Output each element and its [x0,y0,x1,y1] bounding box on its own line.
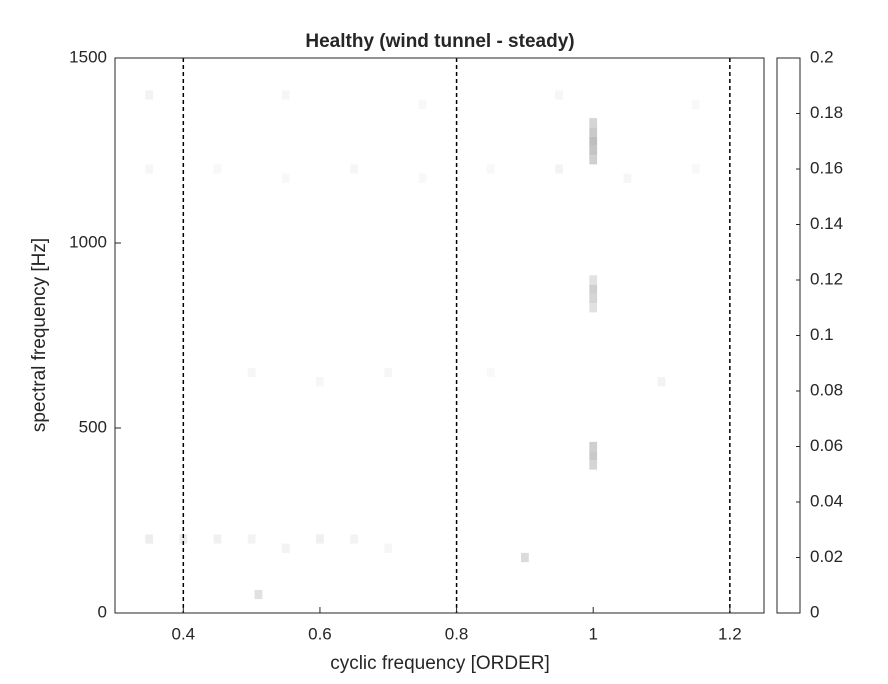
heatmap-cell [623,173,632,183]
colorbar-tick-label: 0.14 [810,214,843,233]
x-axis-label: cyclic frequency [ORDER] [330,653,550,674]
heatmap-cell [589,118,598,128]
heatmap-cell [589,136,598,146]
plot-frame [114,57,765,614]
x-tick-label: 0.6 [308,624,332,643]
heatmap-cell [316,377,324,387]
heatmap-cell [350,534,358,544]
heatmap-cell [589,275,598,285]
heatmap-cell [418,99,427,109]
heatmap-cell [213,164,222,174]
colorbar-tick-label: 0.12 [810,269,843,288]
heatmap-cell [589,293,598,304]
colorbar-tick-label: 0.2 [810,47,834,66]
heatmap-cell [589,303,598,313]
heatmap-cell [589,145,598,156]
y-axis-label: spectral frequency [Hz] [29,238,50,432]
heatmap-cell [486,367,495,378]
heatmap-cell [145,164,154,174]
y-tick-label: 1000 [69,232,107,251]
heatmap-cell [247,534,256,544]
heatmap-cell [179,534,188,544]
colorbar-tick-label: 0.06 [810,436,843,455]
heatmap-cell [555,164,563,174]
heatmap-cell [384,367,393,378]
heatmap-cell [589,284,598,294]
heatmap-cell [145,90,154,100]
heatmap-cell [589,155,598,165]
y-tick-label: 0 [98,602,107,621]
x-tick-label: 0.4 [171,624,195,643]
y-tick-label: 500 [79,417,107,436]
plot-area [115,58,764,613]
heatmap-cell [254,589,263,600]
heatmap-cell [555,90,563,100]
heatmap-cell [589,451,598,461]
x-tick-label: 0.8 [445,624,469,643]
heatmap-cell [521,552,529,563]
colorbar-tick-label: 0 [810,602,819,621]
heatmap-cell [316,534,324,544]
heatmap-cell [281,543,290,553]
x-tick-label: 1.2 [718,624,742,643]
x-tick-label: 1 [588,624,597,643]
heatmap-cell [657,377,666,387]
heatmap-cell [691,99,700,109]
chart-title: Healthy (wind tunnel - steady) [305,31,574,52]
colorbar-tick-label: 0.1 [810,325,834,344]
heatmap-cell [418,173,427,183]
heatmap-cell [384,543,393,553]
colorbar-tick-label: 0.08 [810,380,843,399]
heatmap-cell [281,90,290,100]
heatmap-cell [213,534,222,544]
y-tick-label: 1500 [69,47,107,66]
heatmap-cell [486,164,495,174]
heatmap-cell [145,534,154,544]
heatmap-cell [589,127,598,137]
colorbar-tick-label: 0.16 [810,158,843,177]
heatmap-cell [247,367,256,378]
colorbar-tick-label: 0.02 [810,547,843,566]
heatmap-cell [589,441,598,452]
heatmap-cell [281,173,290,183]
colorbar-tick-label: 0.04 [810,491,843,510]
heatmap-cell [350,164,358,174]
heatmap-cell [691,164,700,174]
colorbar-tick-label: 0.18 [810,103,843,122]
heatmap-cell [589,460,598,470]
